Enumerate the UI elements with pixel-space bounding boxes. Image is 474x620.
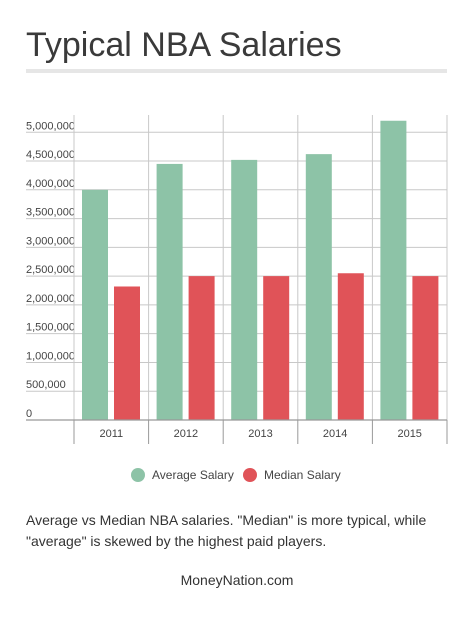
y-tick-label: 1,500,000 [26,322,75,334]
x-tick-label: 2011 [99,428,123,440]
median-salary-bar [188,276,215,420]
chart-caption: Average vs Median NBA salaries. "Median"… [26,512,427,549]
legend-average-swatch [131,468,145,482]
average-salary-bar [156,163,183,420]
average-salary-bar [305,154,332,420]
x-tick-label: 2013 [248,428,272,440]
legend-average-label: Average Salary [152,468,234,482]
y-tick-label: 500,000 [26,379,66,391]
y-tick-label: 2,000,000 [26,293,75,305]
x-tick-label: 2014 [323,428,347,440]
average-salary-bar [82,189,108,420]
y-tick-label: 4,000,000 [26,178,75,190]
title-divider [26,69,447,73]
median-salary-bar [114,286,140,420]
median-salary-bar [263,276,290,420]
y-tick-label: 3,000,000 [26,235,75,247]
y-tick-label: 2,500,000 [26,264,75,276]
x-tick-label: 2012 [174,428,198,440]
legend-median-swatch [243,468,257,482]
y-tick-label: 0 [26,408,32,420]
legend-median-label: Median Salary [264,468,341,482]
median-salary-bar [337,273,364,420]
bar-chart: 0 500,000 1,000,000 1,500,000 2,000,000 2,500… [26,115,448,482]
average-salary-bar [380,120,407,421]
y-tick-label: 3,500,000 [26,207,75,219]
y-tick-label: 1,000,000 [26,350,75,362]
y-tick-label: 5,000,000 [26,120,75,132]
x-tick-label: 2015 [397,428,421,440]
average-salary-bar [231,159,258,421]
median-salary-bar [412,276,439,420]
y-tick-label: 4,500,000 [26,149,75,161]
footer-source: MoneyNation.com [180,572,294,588]
chart-title: Typical NBA Salaries [26,26,342,64]
